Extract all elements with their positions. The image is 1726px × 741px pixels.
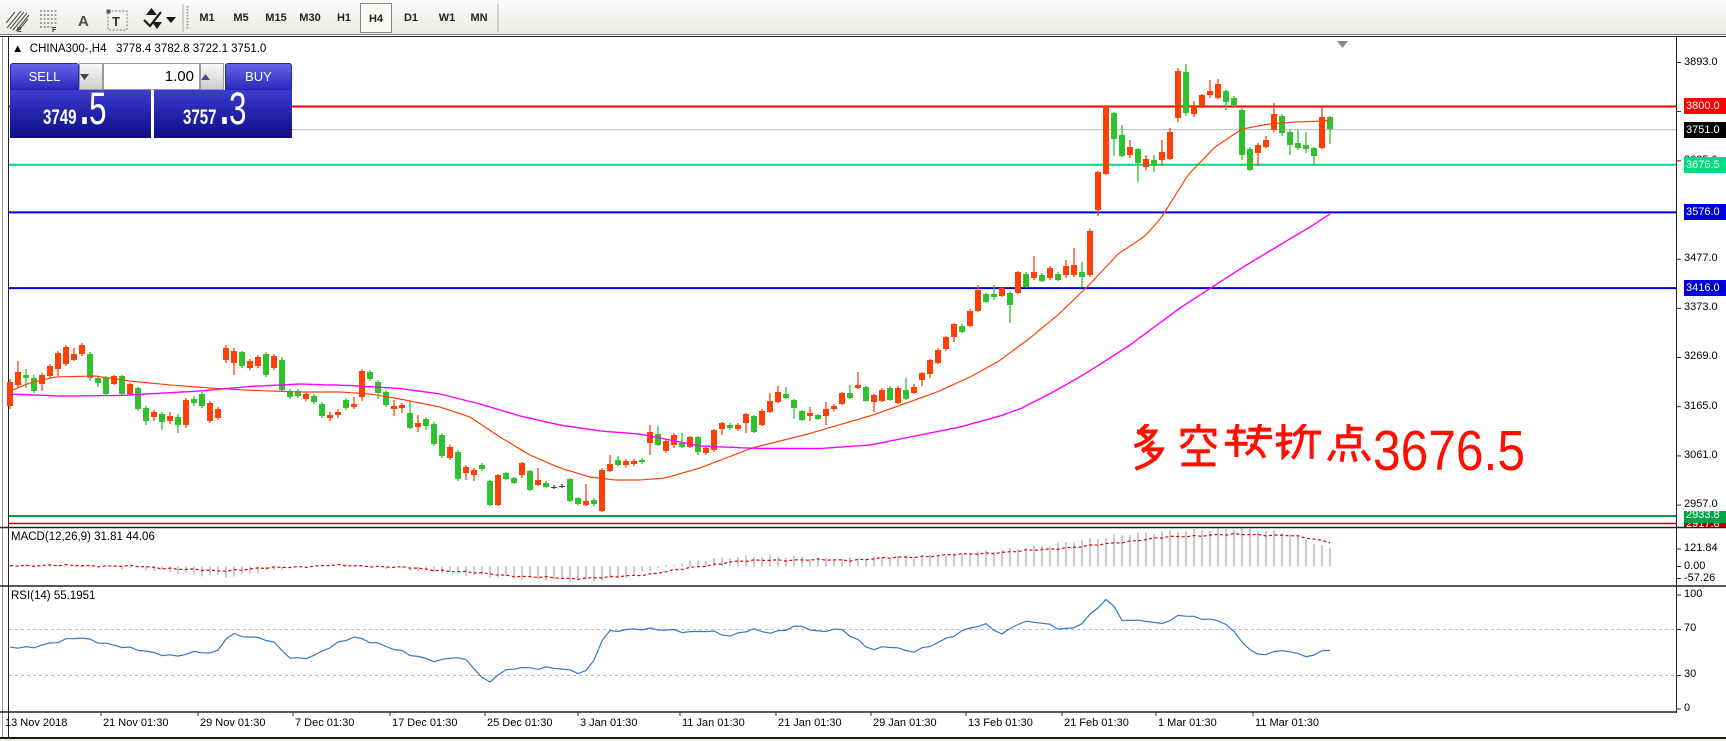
svg-text:T: T [112, 14, 120, 29]
svg-text:A: A [78, 13, 89, 30]
svg-text:3676.5: 3676.5 [1373, 424, 1525, 476]
svg-text:E: E [17, 27, 22, 34]
svg-text:F: F [52, 27, 57, 34]
